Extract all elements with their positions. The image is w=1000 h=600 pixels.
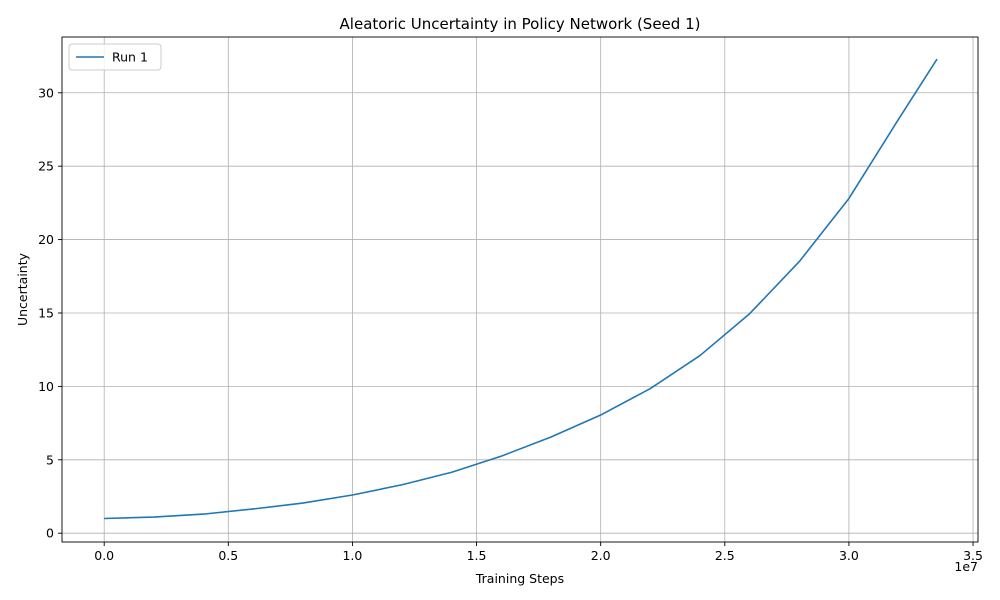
y-tick-label: 5 bbox=[46, 452, 54, 467]
y-tick-label: 10 bbox=[38, 379, 54, 394]
series-layer bbox=[104, 58, 938, 520]
y-tick-label: 15 bbox=[38, 305, 54, 320]
grid bbox=[62, 37, 978, 542]
legend-label-run-1: Run 1 bbox=[112, 50, 148, 65]
legend-box bbox=[68, 43, 162, 71]
x-tick-label: 1.0 bbox=[342, 548, 362, 563]
x-tick-label: 0.5 bbox=[218, 548, 238, 563]
y-tick-label: 30 bbox=[38, 85, 54, 100]
series-line-run-1 bbox=[104, 58, 938, 520]
y-axis-ticks: 0 5 10 15 20 25 30 bbox=[38, 85, 62, 541]
y-tick-label: 25 bbox=[38, 159, 54, 174]
legend: Run 1 bbox=[68, 43, 162, 71]
x-axis-offset-label: 1e7 bbox=[954, 559, 978, 574]
x-tick-label: 3.0 bbox=[839, 548, 859, 563]
plot-frame bbox=[61, 36, 979, 543]
chart-title: Aleatoric Uncertainty in Policy Network … bbox=[340, 15, 701, 33]
x-axis-ticks: 0.0 0.5 1.0 1.5 2.0 2.5 3.0 3.5 bbox=[94, 542, 983, 563]
x-tick-label: 1.5 bbox=[467, 548, 487, 563]
x-tick-label: 3.5 bbox=[963, 548, 983, 563]
y-tick-label: 0 bbox=[46, 526, 54, 541]
x-tick-label: 2.0 bbox=[591, 548, 611, 563]
y-axis-label: Uncertainty bbox=[15, 252, 30, 326]
x-axis-label: Training Steps bbox=[475, 571, 564, 586]
x-tick-label: 0.0 bbox=[94, 548, 114, 563]
x-tick-label: 2.5 bbox=[715, 548, 735, 563]
y-tick-label: 20 bbox=[38, 232, 54, 247]
